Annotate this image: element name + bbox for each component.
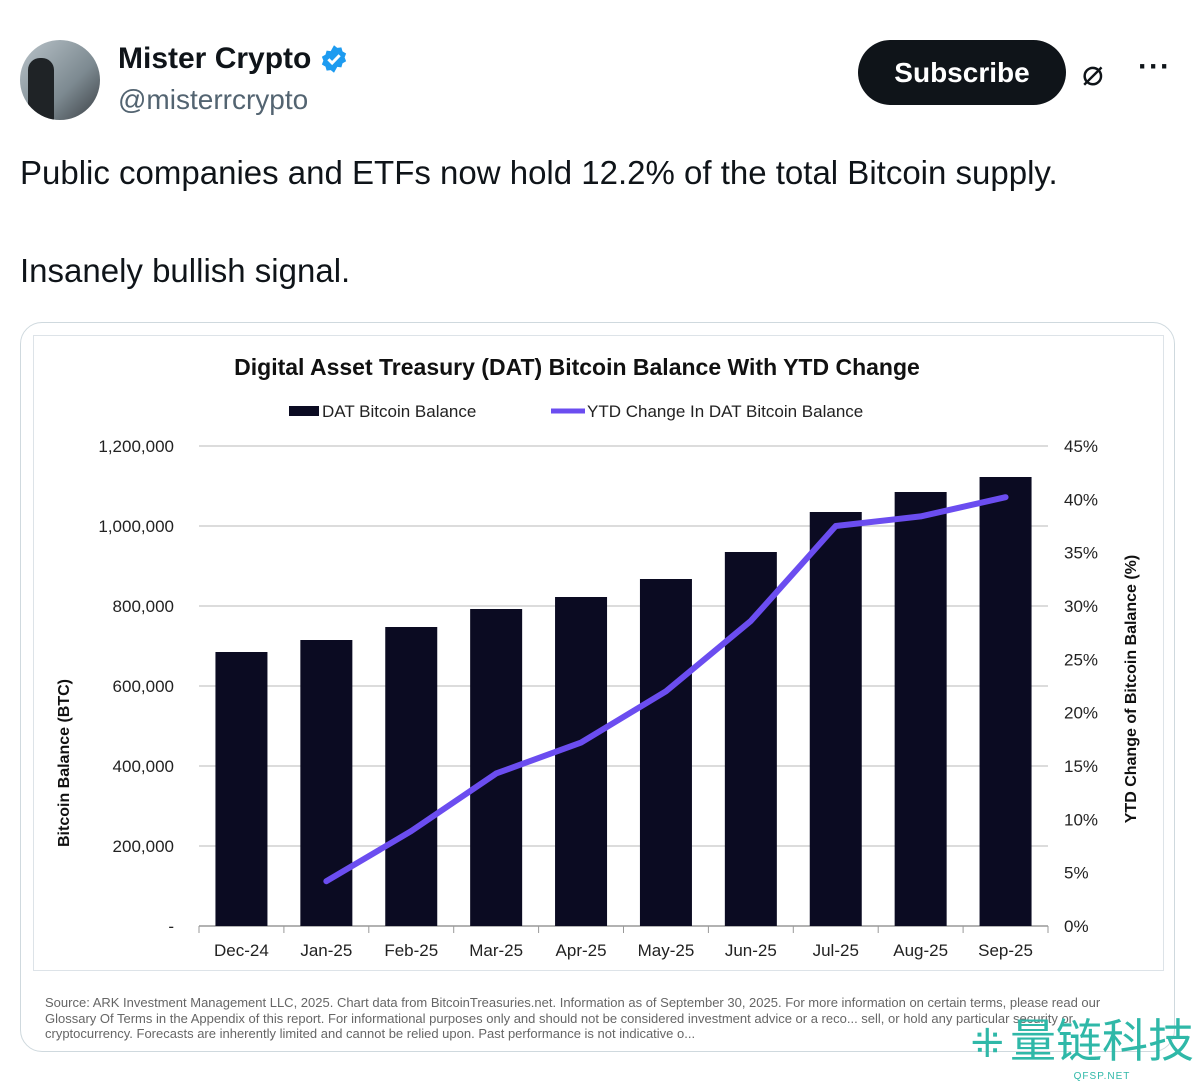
y-right-tick-label: 30% (1064, 597, 1098, 616)
y-right-tick-label: 40% (1064, 490, 1098, 509)
y-right-tick-label: 45% (1064, 437, 1098, 456)
y-axis-right-label: YTD Change of Bitcoin Balance (%) (1123, 555, 1140, 823)
x-tick-label: Sep-25 (978, 941, 1033, 960)
x-tick-label: Jun-25 (725, 941, 777, 960)
bar (640, 579, 692, 926)
watermark-logo-icon: ⁜ (970, 1021, 1004, 1067)
y-right-tick-label: 25% (1064, 650, 1098, 669)
bar (980, 477, 1032, 926)
author-handle[interactable]: @misterrcrypto (118, 84, 308, 116)
tweet-text-line1: Public companies and ETFs now hold 12.2%… (20, 154, 1058, 192)
watermark-text: 量链科技 (1010, 1015, 1194, 1067)
bar (215, 652, 267, 926)
y-right-tick-label: 10% (1064, 810, 1098, 829)
x-tick-label: Jan-25 (300, 941, 352, 960)
chart-image-card[interactable]: Digital Asset Treasury (DAT) Bitcoin Bal… (20, 322, 1175, 1052)
author-name[interactable]: Mister Crypto (118, 42, 349, 76)
legend-line-label: YTD Change In DAT Bitcoin Balance (587, 402, 863, 421)
watermark-sub: QFSP.NET (1010, 1071, 1194, 1082)
bar (385, 627, 437, 926)
x-tick-label: Feb-25 (384, 941, 438, 960)
y-tick-label: 800,000 (113, 597, 174, 616)
x-tick-label: Apr-25 (556, 941, 607, 960)
y-tick-label: - (168, 917, 174, 936)
y-tick-label: 400,000 (113, 757, 174, 776)
y-tick-label: 1,200,000 (98, 437, 174, 456)
chart: Digital Asset Treasury (DAT) Bitcoin Bal… (21, 323, 1174, 983)
y-right-tick-label: 0% (1064, 917, 1089, 936)
bar (810, 512, 862, 926)
y-tick-label: 200,000 (113, 837, 174, 856)
slashed-circle-icon[interactable]: ⌀ (1082, 52, 1104, 94)
legend-bar-swatch (289, 406, 319, 416)
y-right-tick-label: 35% (1064, 544, 1098, 563)
y-tick-label: 1,000,000 (98, 517, 174, 536)
bar (555, 597, 607, 926)
y-right-tick-label: 15% (1064, 757, 1098, 776)
y-axis-label: Bitcoin Balance (BTC) (56, 679, 73, 847)
tweet-text-line2: Insanely bullish signal. (20, 252, 350, 290)
x-tick-label: Aug-25 (893, 941, 948, 960)
x-tick-label: Jul-25 (813, 941, 859, 960)
x-tick-label: Mar-25 (469, 941, 523, 960)
y-right-tick-label: 20% (1064, 704, 1098, 723)
bar (725, 552, 777, 926)
more-icon[interactable]: ··· (1138, 50, 1171, 84)
legend-bar-label: DAT Bitcoin Balance (322, 402, 476, 421)
author-name-text: Mister Crypto (118, 42, 311, 76)
watermark: ⁜ 量链科技 QFSP.NET (970, 1005, 1194, 1082)
verified-badge-icon (319, 44, 349, 74)
y-right-tick-label: 5% (1064, 864, 1089, 883)
y-tick-label: 600,000 (113, 677, 174, 696)
subscribe-button[interactable]: Subscribe (858, 40, 1066, 105)
x-tick-label: May-25 (638, 941, 695, 960)
bar (895, 492, 947, 926)
x-tick-label: Dec-24 (214, 941, 269, 960)
chart-title: Digital Asset Treasury (DAT) Bitcoin Bal… (234, 354, 920, 380)
avatar[interactable] (20, 40, 100, 120)
